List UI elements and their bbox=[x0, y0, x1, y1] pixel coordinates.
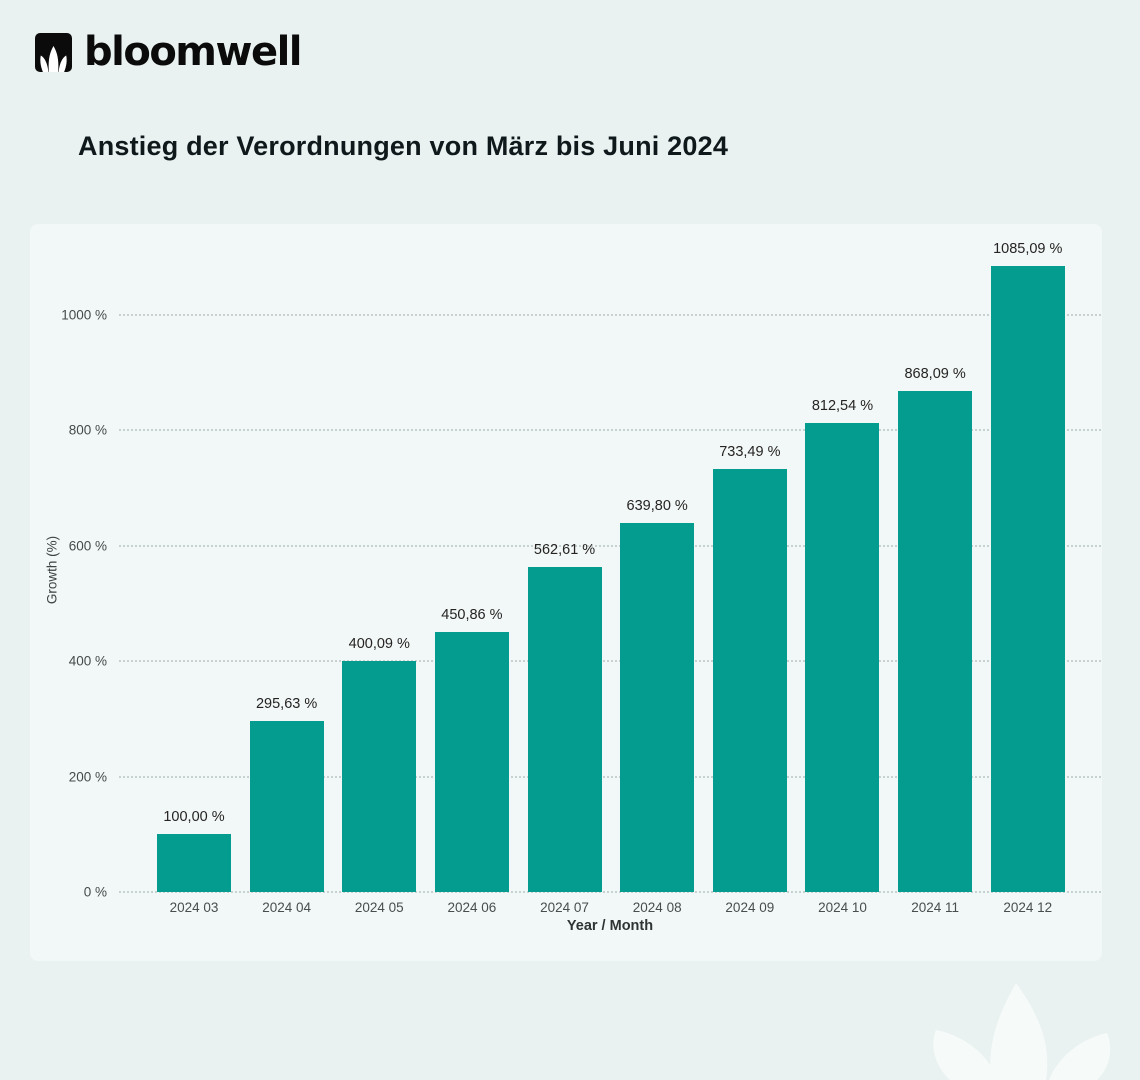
y-gridline bbox=[119, 660, 1101, 663]
y-tick-label: 200 % bbox=[68, 769, 107, 785]
y-gridline bbox=[119, 429, 1101, 432]
y-tick-label: 600 % bbox=[68, 538, 107, 554]
y-gridline bbox=[119, 775, 1101, 778]
x-tick-label: 2024 07 bbox=[540, 900, 589, 915]
chart-title: Anstieg der Verordnungen von März bis Ju… bbox=[78, 131, 729, 161]
bar bbox=[620, 522, 695, 892]
x-tick-label: 2024 04 bbox=[262, 900, 312, 915]
y-tick-label: 0 % bbox=[83, 884, 107, 900]
bar-value-label: 733,49 % bbox=[719, 443, 781, 460]
bar bbox=[805, 423, 880, 892]
bar-value-label: 639,80 % bbox=[626, 497, 688, 514]
bar bbox=[990, 265, 1065, 892]
bar-value-label: 868,09 % bbox=[904, 366, 966, 383]
x-tick-label: 2024 08 bbox=[632, 900, 682, 915]
x-axis-title: Year / Month bbox=[566, 918, 654, 934]
bar bbox=[157, 834, 231, 892]
logo-text: bloomwell bbox=[84, 29, 303, 75]
bar-value-label: 295,63 % bbox=[255, 696, 318, 713]
bar bbox=[527, 567, 602, 892]
x-tick-label: 2024 09 bbox=[725, 900, 775, 915]
x-tick-label: 2024 05 bbox=[354, 900, 404, 915]
y-gridline bbox=[119, 891, 1101, 893]
y-tick-label: 400 % bbox=[68, 653, 107, 669]
x-tick-label: 2024 03 bbox=[169, 900, 219, 915]
bar bbox=[712, 468, 787, 892]
x-tick-label: 2024 11 bbox=[911, 900, 960, 915]
x-tick-label: 2024 10 bbox=[818, 900, 867, 915]
bar-value-label: 1085,09 % bbox=[993, 240, 1063, 257]
bloomwell-logo: bloomwell bbox=[35, 29, 303, 75]
bloomwell-leaf-icon bbox=[35, 33, 72, 72]
y-tick-label: 1000 % bbox=[61, 307, 107, 323]
bar-value-label: 562,61 % bbox=[533, 542, 596, 559]
y-gridline bbox=[119, 544, 1101, 547]
bar bbox=[434, 631, 509, 892]
bar bbox=[249, 721, 324, 892]
x-tick-label: 2024 12 bbox=[1003, 900, 1053, 915]
y-tick-label: 800 % bbox=[68, 422, 107, 438]
x-tick-label: 2024 06 bbox=[447, 900, 497, 915]
bar-value-label: 812,54 % bbox=[811, 398, 874, 415]
bar-value-label: 400,09 % bbox=[348, 636, 410, 653]
y-axis-title: Growth (%) bbox=[44, 535, 60, 605]
y-gridline bbox=[119, 314, 1101, 316]
bar bbox=[898, 391, 973, 892]
bar-value-label: 450,86 % bbox=[441, 606, 503, 623]
lotus-leaf-watermark-icon bbox=[933, 983, 1111, 1080]
bar bbox=[342, 661, 417, 892]
bar-value-label: 100,00 % bbox=[163, 809, 225, 826]
